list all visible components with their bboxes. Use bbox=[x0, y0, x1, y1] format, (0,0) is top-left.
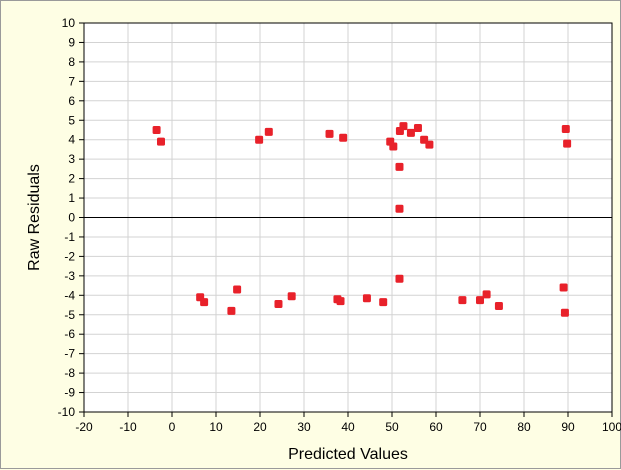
y-tick-label: 1 bbox=[68, 191, 75, 205]
data-point bbox=[559, 283, 568, 292]
data-point bbox=[389, 142, 398, 151]
data-point bbox=[476, 296, 484, 305]
data-point bbox=[255, 135, 264, 144]
data-point bbox=[287, 292, 296, 301]
data-point bbox=[494, 301, 503, 310]
data-point bbox=[379, 298, 388, 307]
x-tick-label: 90 bbox=[561, 420, 575, 434]
x-tick-label: 70 bbox=[473, 420, 487, 434]
x-axis-title: Predicted Values bbox=[288, 446, 408, 463]
x-tick-label: -10 bbox=[119, 420, 137, 434]
x-tick-label: -20 bbox=[75, 420, 93, 434]
y-tick-label: -7 bbox=[64, 347, 75, 361]
data-point bbox=[264, 127, 273, 136]
data-point bbox=[157, 137, 165, 146]
x-tick-label: 30 bbox=[297, 420, 311, 434]
y-tick-label: -6 bbox=[64, 327, 75, 341]
x-tick-label: 20 bbox=[253, 420, 267, 434]
data-point bbox=[399, 122, 408, 131]
x-tick-label: 60 bbox=[429, 420, 443, 434]
y-tick-label: -2 bbox=[64, 249, 75, 263]
x-tick-label: 10 bbox=[209, 420, 223, 434]
y-tick-label: -8 bbox=[64, 366, 75, 380]
y-axis-title: Raw Residuals bbox=[26, 164, 43, 271]
data-point bbox=[482, 290, 491, 299]
data-point bbox=[233, 285, 242, 294]
data-point bbox=[413, 124, 422, 133]
data-point bbox=[152, 125, 161, 134]
data-point bbox=[395, 162, 404, 171]
data-point bbox=[227, 306, 236, 315]
data-point bbox=[425, 140, 434, 149]
x-tick-label: 50 bbox=[385, 420, 399, 434]
data-point bbox=[362, 294, 371, 303]
y-tick-label: -5 bbox=[64, 308, 75, 322]
y-tick-label: 2 bbox=[68, 172, 75, 186]
y-tick-label: -3 bbox=[64, 269, 75, 283]
y-tick-label: 5 bbox=[68, 113, 75, 127]
data-point bbox=[395, 274, 404, 283]
data-point bbox=[458, 296, 467, 305]
y-tick-label: 9 bbox=[68, 35, 75, 49]
data-points bbox=[152, 122, 572, 317]
x-tick-label: 80 bbox=[517, 420, 531, 434]
y-tick-label: -1 bbox=[64, 230, 75, 244]
plot-border bbox=[83, 22, 613, 413]
data-point bbox=[406, 128, 415, 137]
y-tick-label: 7 bbox=[68, 74, 75, 88]
y-tick-label: 4 bbox=[68, 133, 75, 147]
y-tick-label: 10 bbox=[62, 16, 76, 30]
data-point bbox=[339, 133, 348, 142]
y-tick-label: 3 bbox=[68, 152, 75, 166]
y-tick-label: 6 bbox=[68, 94, 75, 108]
x-tick-label: 100 bbox=[602, 420, 621, 434]
data-point bbox=[560, 308, 569, 317]
data-point bbox=[563, 139, 572, 148]
axis-ticks: -20 -10 0 10 20 30 40 50 60 70 80 90 100109876543210… bbox=[58, 16, 621, 434]
y-tick-label: 0 bbox=[68, 211, 75, 225]
data-point bbox=[325, 129, 334, 138]
y-tick-label: -9 bbox=[64, 386, 75, 400]
data-point bbox=[561, 125, 570, 134]
data-point bbox=[395, 204, 404, 213]
x-tick-label: 0 bbox=[169, 420, 176, 434]
y-tick-label: -10 bbox=[58, 405, 76, 419]
data-point bbox=[200, 298, 209, 307]
y-tick-label: -4 bbox=[64, 288, 75, 302]
data-point bbox=[336, 297, 345, 306]
y-tick-label: 8 bbox=[68, 55, 75, 69]
x-tick-label: 40 bbox=[341, 420, 355, 434]
data-point bbox=[274, 300, 283, 309]
